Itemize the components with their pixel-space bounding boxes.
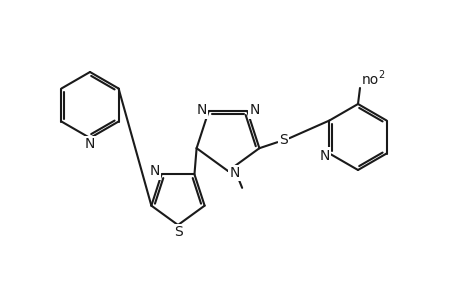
- Text: N: N: [149, 164, 159, 178]
- Text: N: N: [230, 166, 240, 180]
- Text: N: N: [196, 103, 207, 117]
- Text: S: S: [174, 225, 183, 239]
- Text: N: N: [249, 103, 259, 117]
- Text: no: no: [361, 73, 378, 87]
- Text: N: N: [319, 148, 329, 163]
- Text: 2: 2: [377, 70, 383, 80]
- Text: N: N: [84, 137, 95, 151]
- Text: S: S: [279, 133, 287, 147]
